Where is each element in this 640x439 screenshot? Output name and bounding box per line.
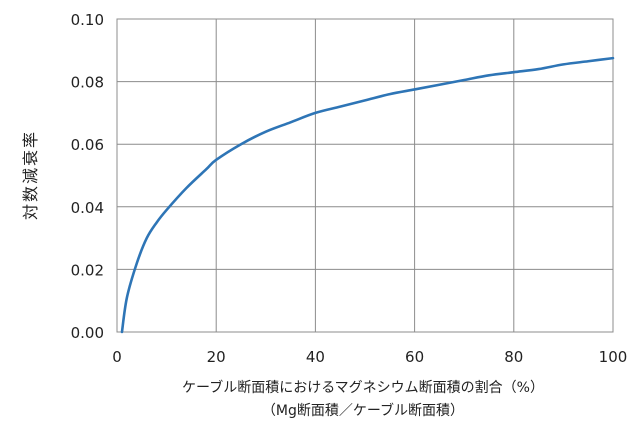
tick-labels: 0.00 0.02 0.04 0.06 0.08 0.10 0 20 40 60 80 100	[71, 11, 628, 366]
x-axis-label-sub: （Mg断面積／ケーブル断面積）	[262, 402, 464, 419]
y-tick-label: 0.10	[71, 11, 104, 29]
y-tick-label: 0.04	[71, 199, 104, 217]
x-tick-label: 100	[599, 348, 628, 366]
y-tick-label: 0.06	[71, 136, 104, 154]
y-tick-label: 0.00	[71, 324, 104, 342]
x-tick-label: 20	[207, 348, 226, 366]
x-tick-label: 0	[112, 348, 122, 366]
x-tick-label: 40	[306, 348, 325, 366]
y-tick-label: 0.08	[71, 74, 104, 92]
series-line	[122, 58, 613, 332]
x-axis-label: ケーブル断面積におけるマグネシウム断面積の割合（%）	[182, 379, 544, 396]
x-tick-label: 60	[405, 348, 424, 366]
y-axis-label: 対数減衰率	[21, 130, 40, 220]
plot-area-border	[117, 19, 613, 332]
series-layer	[122, 58, 613, 332]
grid	[117, 19, 613, 332]
x-tick-label: 80	[504, 348, 523, 366]
y-tick-label: 0.02	[71, 261, 104, 279]
